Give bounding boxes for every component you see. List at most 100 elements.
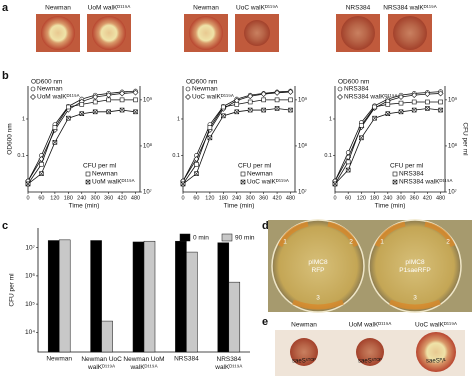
x-tick-label: 480 [436, 195, 445, 201]
point [66, 104, 71, 110]
legend-marker [392, 171, 398, 177]
point [92, 99, 98, 105]
legend-title: CFU per ml [390, 163, 424, 170]
streak [292, 299, 344, 310]
point [194, 171, 199, 176]
point [261, 97, 266, 103]
x-tick-label: 120 [357, 195, 366, 201]
y2-tick-label: 10⁸ [298, 143, 308, 150]
x-tick-label: 480 [286, 195, 295, 201]
point [274, 106, 280, 111]
x-tick-label: 420 [423, 195, 432, 201]
panel-label: c [2, 220, 8, 232]
point [261, 107, 266, 113]
point [438, 99, 443, 105]
bar [175, 240, 187, 353]
region-label: 1 [380, 239, 384, 246]
legend-label: NRS384 [344, 86, 369, 93]
y-tick-label: 0.1 [324, 153, 332, 159]
dish [41, 16, 75, 50]
y2-tick-label: 10⁸ [143, 143, 153, 150]
dish-label: UoC walKᴰ¹¹⁹ᴬ [415, 321, 457, 329]
x-tick-label: Newman UoC walKᴰ¹¹⁹ᴬ [81, 356, 122, 371]
bar [186, 251, 198, 353]
point [359, 123, 364, 128]
x-tick-label: 60 [38, 195, 44, 201]
region-label: 3 [413, 295, 417, 302]
point [133, 97, 138, 103]
y2-tick-label: 10⁷ [143, 189, 152, 196]
point [119, 107, 125, 113]
bar [132, 241, 145, 353]
y-tick-label: 10⁵ [25, 301, 35, 308]
point [79, 111, 85, 117]
point [411, 99, 417, 105]
plate [368, 219, 462, 313]
plate [271, 219, 365, 313]
streak [327, 221, 359, 248]
x-tick-label: 300 [246, 195, 255, 201]
point [411, 107, 417, 113]
dish-label: NRS384 walKᴰ¹¹⁹ᴬ [383, 4, 436, 12]
x-tick-label: 180 [370, 195, 379, 201]
x-tick-label: NRS384 walKᴰ¹¹⁹ᴬ [214, 356, 242, 371]
point [92, 94, 99, 100]
y2-tick-label: 10⁷ [298, 189, 307, 196]
legend-title: OD600 nm [338, 79, 369, 86]
dish-label: Newman [45, 5, 71, 12]
series-line [182, 108, 291, 185]
point [180, 181, 186, 187]
dish [393, 16, 427, 50]
legend-marker [185, 86, 191, 92]
streak [424, 221, 456, 248]
x-tick-label: 420 [272, 195, 281, 201]
dish [356, 338, 384, 366]
x-tick-label: 0 [26, 195, 29, 201]
point [92, 109, 98, 115]
point [247, 107, 253, 113]
x-axis-label: Time (min) [375, 203, 406, 210]
point [345, 167, 351, 173]
dish-inner-label: saeSˢᵀᴼᴾ [358, 358, 382, 365]
dish [92, 16, 126, 50]
point [221, 113, 226, 119]
x-tick-label: 0 [333, 195, 336, 201]
legend-label: NRS384 walKᴰ¹¹⁹ᴬ [344, 93, 397, 101]
streak [277, 221, 309, 248]
dish [290, 338, 318, 366]
point [372, 115, 377, 121]
point [398, 94, 404, 100]
x-tick-label: Newman UoM walKᴰ¹¹⁹ᴬ [123, 356, 164, 371]
dish [341, 16, 375, 50]
point [385, 111, 391, 117]
legend-marker [392, 179, 398, 185]
x-axis-label: Time (min) [224, 203, 255, 210]
y2-tick-label: 10⁹ [298, 96, 308, 103]
bar [58, 239, 71, 353]
x-tick-label: 180 [64, 195, 73, 201]
x-tick-label: 60 [345, 195, 351, 201]
axis [27, 86, 141, 193]
legend-label: 90 min [235, 235, 255, 242]
point [207, 125, 213, 130]
point [398, 109, 404, 115]
y-tick-label: 10⁷ [25, 244, 35, 251]
point [119, 90, 126, 97]
point [359, 135, 364, 141]
plate-label: pIMC8 RFP [308, 259, 328, 274]
legend-marker [85, 171, 91, 177]
point [247, 99, 253, 105]
point [234, 102, 240, 107]
legend-swatch [221, 233, 233, 242]
x-tick-label: 360 [259, 195, 268, 201]
axis [182, 86, 296, 193]
legend-label: Newman [192, 86, 218, 93]
panel-label: b [2, 70, 9, 82]
point [411, 92, 418, 99]
x-tick-label: 360 [410, 195, 419, 201]
y2-tick-label: 10⁹ [143, 96, 153, 103]
point [425, 99, 430, 105]
point [332, 181, 338, 187]
streak [389, 299, 441, 310]
